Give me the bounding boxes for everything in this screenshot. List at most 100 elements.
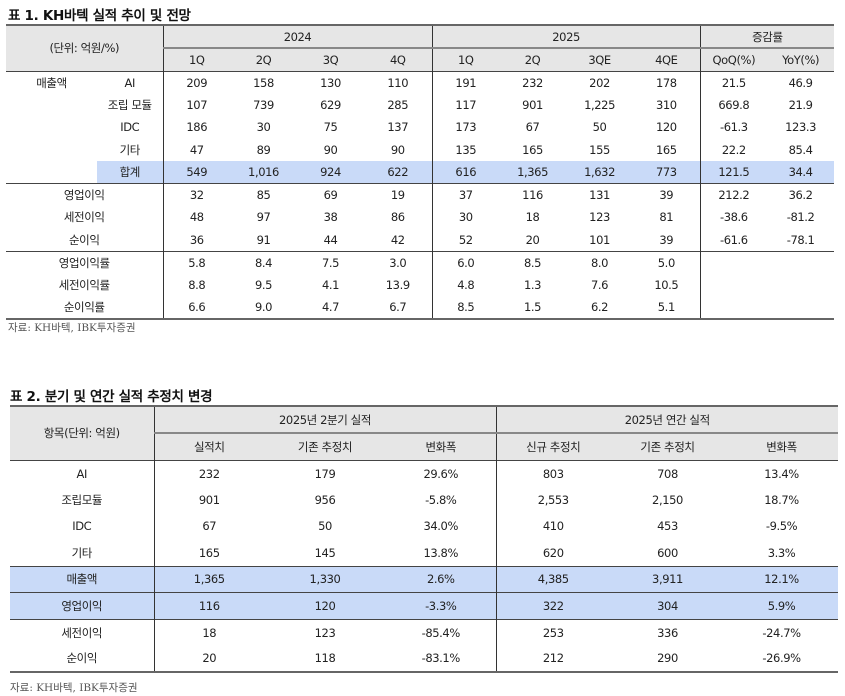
data-cell: 173: [431, 116, 500, 139]
data-cell: 121.5: [699, 161, 768, 184]
data-cell: 110: [364, 70, 433, 94]
data-cell: 50: [318, 519, 332, 534]
data-cell: 7.5: [297, 250, 364, 274]
data-cell: 30: [431, 206, 500, 229]
data-cell: 5.9%: [725, 592, 839, 619]
data-cell: 8.0: [566, 250, 634, 274]
data-cell: 13.9: [385, 277, 410, 292]
data-cell: 3.3%: [767, 545, 796, 560]
data-cell: 9.5: [254, 277, 273, 292]
data-cell: 1,016: [230, 161, 297, 184]
table-row: IDC 186 30 75 137 173 67 50 120 -61.3 123.3: [6, 116, 834, 139]
data-cell: 5.8: [162, 250, 230, 274]
data-cell: 86: [390, 210, 405, 225]
data-cell: 42: [390, 232, 405, 247]
data-cell: [699, 250, 768, 274]
unit-label: (단위: 억원/%): [6, 24, 163, 71]
data-cell: 85: [230, 183, 297, 206]
table-row: 조립 모듈 107 739 629 285 117 901 1,225 310 669.8 21.9: [6, 93, 834, 116]
data-cell: -9.5%: [765, 519, 798, 534]
data-cell: [699, 296, 768, 320]
row-item: 순이익: [10, 645, 154, 673]
data-cell: 165: [153, 539, 264, 566]
data-cell: 90: [323, 142, 338, 157]
data-cell: 13.4%: [725, 459, 839, 487]
data-cell: 4.7: [297, 296, 364, 320]
data-cell: 101: [589, 232, 610, 247]
row-item: 조립모듈: [61, 492, 103, 507]
table-row: IDC 67 50 34.0% 410 453 -9.5%: [10, 513, 838, 540]
data-cell: 5.1: [633, 296, 701, 320]
data-cell: 158: [230, 70, 297, 94]
row-subcategory: 조립 모듈: [107, 97, 152, 112]
data-cell: 21.5: [699, 70, 768, 94]
data-cell: [767, 274, 834, 297]
row-item: 기타: [71, 545, 93, 560]
data-cell: 336: [610, 618, 725, 646]
data-cell: 2.6%: [386, 565, 496, 593]
data-cell: 6.7: [364, 296, 433, 320]
table-row: 영업이익 116 120 -3.3% 322 304 5.9%: [10, 592, 839, 619]
col-header: 기존 추정치: [264, 432, 386, 460]
data-cell: 48: [162, 206, 230, 229]
table-row: 합계 549 1,016 924 622 616 1,365 1,632 773 121.5 34.…: [6, 161, 835, 184]
data-cell: 13.8%: [423, 545, 459, 560]
data-cell: 773: [633, 161, 701, 184]
data-cell: 453: [657, 519, 678, 534]
data-cell: -3.3%: [386, 592, 496, 619]
data-cell: 1,632: [566, 161, 634, 184]
data-cell: 135: [431, 138, 500, 161]
data-cell: 37: [431, 183, 500, 206]
data-cell: 12.1%: [725, 565, 839, 593]
data-cell: -81.2: [786, 210, 815, 225]
data-cell: 6.2: [566, 296, 634, 320]
data-cell: 1.5: [499, 296, 567, 320]
data-cell: 34.4: [767, 161, 835, 184]
data-cell: 52: [431, 228, 500, 251]
data-cell: 123: [589, 210, 610, 225]
data-cell: -24.7%: [725, 618, 839, 646]
data-cell: -61.6: [699, 228, 768, 251]
group-header-2025: 2025: [431, 24, 701, 48]
data-cell: 30: [256, 120, 271, 135]
col-header: QoQ(%): [699, 47, 768, 71]
data-cell: 67: [525, 120, 540, 135]
data-cell: 629: [320, 97, 341, 112]
data-cell: 22.2: [699, 138, 768, 161]
data-cell: 46.9: [767, 70, 835, 94]
data-cell: 901: [522, 97, 543, 112]
data-cell: 75: [323, 120, 338, 135]
col-header: 4QE: [633, 47, 701, 71]
data-cell: 123.3: [785, 120, 817, 135]
data-cell: 616: [431, 161, 500, 184]
data-cell: 18.7%: [764, 492, 799, 507]
data-cell: 131: [566, 183, 634, 206]
table-row: 영업이익 32 85 69 19 37 116 131 39 212.2 36.2: [6, 183, 835, 206]
row-subcategory: 합계: [97, 161, 163, 184]
row-category: [6, 139, 97, 162]
row-category: 순이익률: [6, 296, 163, 320]
data-cell: 67: [153, 513, 264, 540]
data-cell: 3.0: [364, 250, 433, 274]
row-item: 매출액: [10, 565, 154, 593]
data-cell: 290: [610, 645, 725, 673]
data-cell: 1,365: [499, 161, 567, 184]
group-header-q2-2025: 2025년 2분기 실적: [153, 405, 496, 433]
row-category: 매출액: [6, 70, 97, 94]
data-cell: 21.9: [788, 97, 813, 112]
data-cell: -38.6: [699, 206, 768, 229]
data-cell: 32: [162, 183, 230, 206]
table-row: 순이익 20 118 -83.1% 212 290 -26.9%: [10, 645, 839, 673]
row-item: 세전이익: [10, 618, 154, 646]
group-header-annual-2025: 2025년 연간 실적: [495, 405, 839, 433]
data-cell: 165: [655, 142, 677, 157]
data-cell: 20: [525, 232, 540, 247]
data-cell: 410: [495, 513, 610, 540]
table-row: 조립모듈 901 956 -5.8% 2,553 2,150 18.7%: [10, 486, 838, 513]
data-cell: 212.2: [699, 183, 768, 206]
row-subcategory: AI: [97, 70, 163, 94]
data-cell: 924: [297, 161, 364, 184]
data-cell: 117: [431, 93, 500, 116]
group-header-change-rate: 증감률: [699, 24, 835, 48]
data-cell: 47: [162, 138, 230, 161]
